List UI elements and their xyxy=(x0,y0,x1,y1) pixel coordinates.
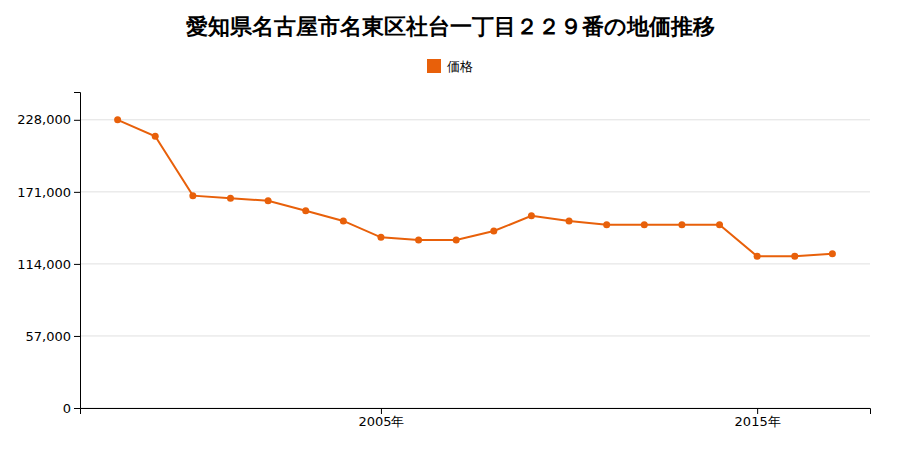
point xyxy=(716,221,723,228)
y-tick-mark xyxy=(74,120,80,121)
legend-label: 価格 xyxy=(447,59,473,74)
point xyxy=(603,221,610,228)
point xyxy=(528,212,535,219)
x-tick: 2015年 xyxy=(735,408,781,429)
point xyxy=(152,133,159,140)
y-tick-mark xyxy=(74,408,80,409)
point xyxy=(453,236,460,243)
y-tick-mark xyxy=(74,192,80,193)
grid xyxy=(80,120,870,408)
y-tick: 114,000 xyxy=(17,257,80,272)
line xyxy=(118,120,833,257)
y-tick: 171,000 xyxy=(17,185,80,200)
point xyxy=(566,217,573,224)
chart: 愛知県名古屋市名東区社台一丁目２２９番の地価推移 2005年 2015年 0 57,00… xyxy=(0,0,900,450)
x-tick-label: 2015年 xyxy=(735,414,781,429)
point xyxy=(754,253,761,260)
data-area xyxy=(114,116,836,260)
point xyxy=(377,234,384,241)
y-tick-label: 57,000 xyxy=(26,329,72,344)
y-tick-mark xyxy=(74,264,80,265)
x-axis-line xyxy=(81,409,871,415)
point xyxy=(227,195,234,202)
point xyxy=(415,236,422,243)
point xyxy=(340,217,347,224)
y-tick-label: 114,000 xyxy=(17,257,71,272)
y-tick-label: 0 xyxy=(63,401,71,416)
point xyxy=(265,197,272,204)
point xyxy=(302,207,309,214)
y-tick-mark xyxy=(74,336,80,337)
grid-line xyxy=(80,191,870,192)
point xyxy=(490,228,497,235)
legend-swatch xyxy=(427,59,441,73)
legend: 価格 xyxy=(427,59,473,74)
y-tick-label: 171,000 xyxy=(17,185,71,200)
point xyxy=(829,250,836,257)
x-tick-mark xyxy=(757,408,758,414)
y-axis-line xyxy=(74,93,81,409)
plot: 2005年 2015年 0 57,000 114,000 171,000 228,000 xyxy=(17,93,870,430)
legend-item: 価格 xyxy=(427,59,473,74)
y-tick-label: 228,000 xyxy=(17,112,71,127)
grid-line xyxy=(80,119,870,120)
y-tick: 0 xyxy=(63,401,80,416)
point xyxy=(189,192,196,199)
x-axis: 2005年 2015年 xyxy=(81,408,871,429)
y-axis: 0 57,000 114,000 171,000 228,000 xyxy=(17,93,80,416)
x-tick-label: 2005年 xyxy=(358,414,404,429)
point xyxy=(641,221,648,228)
point xyxy=(114,116,121,123)
y-tick: 228,000 xyxy=(17,112,80,127)
grid-line xyxy=(80,263,870,264)
point xyxy=(791,253,798,260)
x-tick: 2005年 xyxy=(358,408,404,429)
title: 愛知県名古屋市名東区社台一丁目２２９番の地価推移 xyxy=(186,14,715,39)
x-tick-mark xyxy=(381,408,382,414)
grid-line xyxy=(80,335,870,336)
point xyxy=(678,221,685,228)
y-tick: 57,000 xyxy=(26,329,81,344)
